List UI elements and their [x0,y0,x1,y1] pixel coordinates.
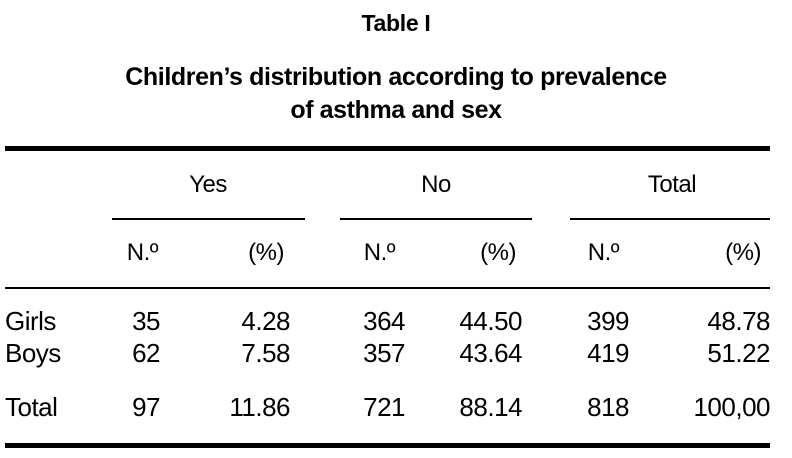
group-header-yes-label: Yes [189,170,227,198]
cell-girls-total-percent: 48.78 [707,306,770,336]
group-header-row: Yes No Total [5,151,770,220]
row-label: Boys [5,338,61,368]
subheader-yes-count: N.º [126,238,159,266]
table-row-girls: Girls 35 4.28 364 44.50 399 48.78 [5,305,771,337]
table-row-total: Total 97 11.86 721 88.14 818 100,00 [5,391,771,423]
corner-cell [5,151,100,218]
cell-girls-yes-percent: 4.28 [241,306,290,336]
data-table: Yes No Total N.º (%) N.º (%) N.º (%) [5,146,771,448]
table-subtitle: Children’s distribution according to pre… [0,61,792,127]
cell-boys-yes-count: 62 [132,338,160,368]
cell-total-no-count: 721 [363,392,405,422]
subheader-row: N.º (%) N.º (%) N.º (%) [5,218,770,289]
subheader-no-percent: (%) [480,238,516,266]
cell-boys-total-count: 419 [587,338,629,368]
cell-boys-no-percent: 43.64 [459,338,522,368]
group-underline-total [570,218,770,220]
group-header-total-label: Total [647,170,697,198]
table-subtitle-line-2: of asthma and sex [290,96,502,124]
cell-total-yes-percent: 11.86 [229,392,290,422]
cell-girls-yes-count: 35 [132,306,160,336]
cell-girls-no-count: 364 [363,306,405,336]
table-body: Girls 35 4.28 364 44.50 399 48.78 Boys 6… [5,289,771,443]
cell-girls-total-count: 399 [587,306,629,336]
group-header-total: Total [522,151,770,220]
group-underline-no [340,218,532,220]
cell-total-no-percent: 88.14 [459,392,522,422]
table-row-boys: Boys 62 7.58 357 43.64 419 51.22 [5,337,771,369]
group-underline-yes [112,218,305,220]
cell-boys-total-percent: 51.22 [707,338,770,368]
table-subtitle-line-1: Children’s distribution according to pre… [125,63,667,91]
group-header-no: No [290,151,532,220]
table-number-title: Table I [361,10,431,36]
row-label: Girls [5,306,56,336]
cell-total-total-count: 818 [587,392,629,422]
cell-girls-no-percent: 44.50 [459,306,522,336]
cell-total-yes-count: 97 [132,392,160,422]
row-label: Total [5,392,58,422]
cell-boys-yes-percent: 7.58 [241,338,290,368]
group-header-yes: Yes [100,151,305,220]
subheader-no-count: N.º [363,238,396,266]
subheader-yes-percent: (%) [248,238,284,266]
cell-boys-no-count: 357 [363,338,405,368]
subheader-total-percent: (%) [725,238,761,266]
cell-total-total-percent: 100,00 [693,392,770,422]
group-header-no-label: No [421,170,451,198]
subheader-total-count: N.º [587,238,620,266]
